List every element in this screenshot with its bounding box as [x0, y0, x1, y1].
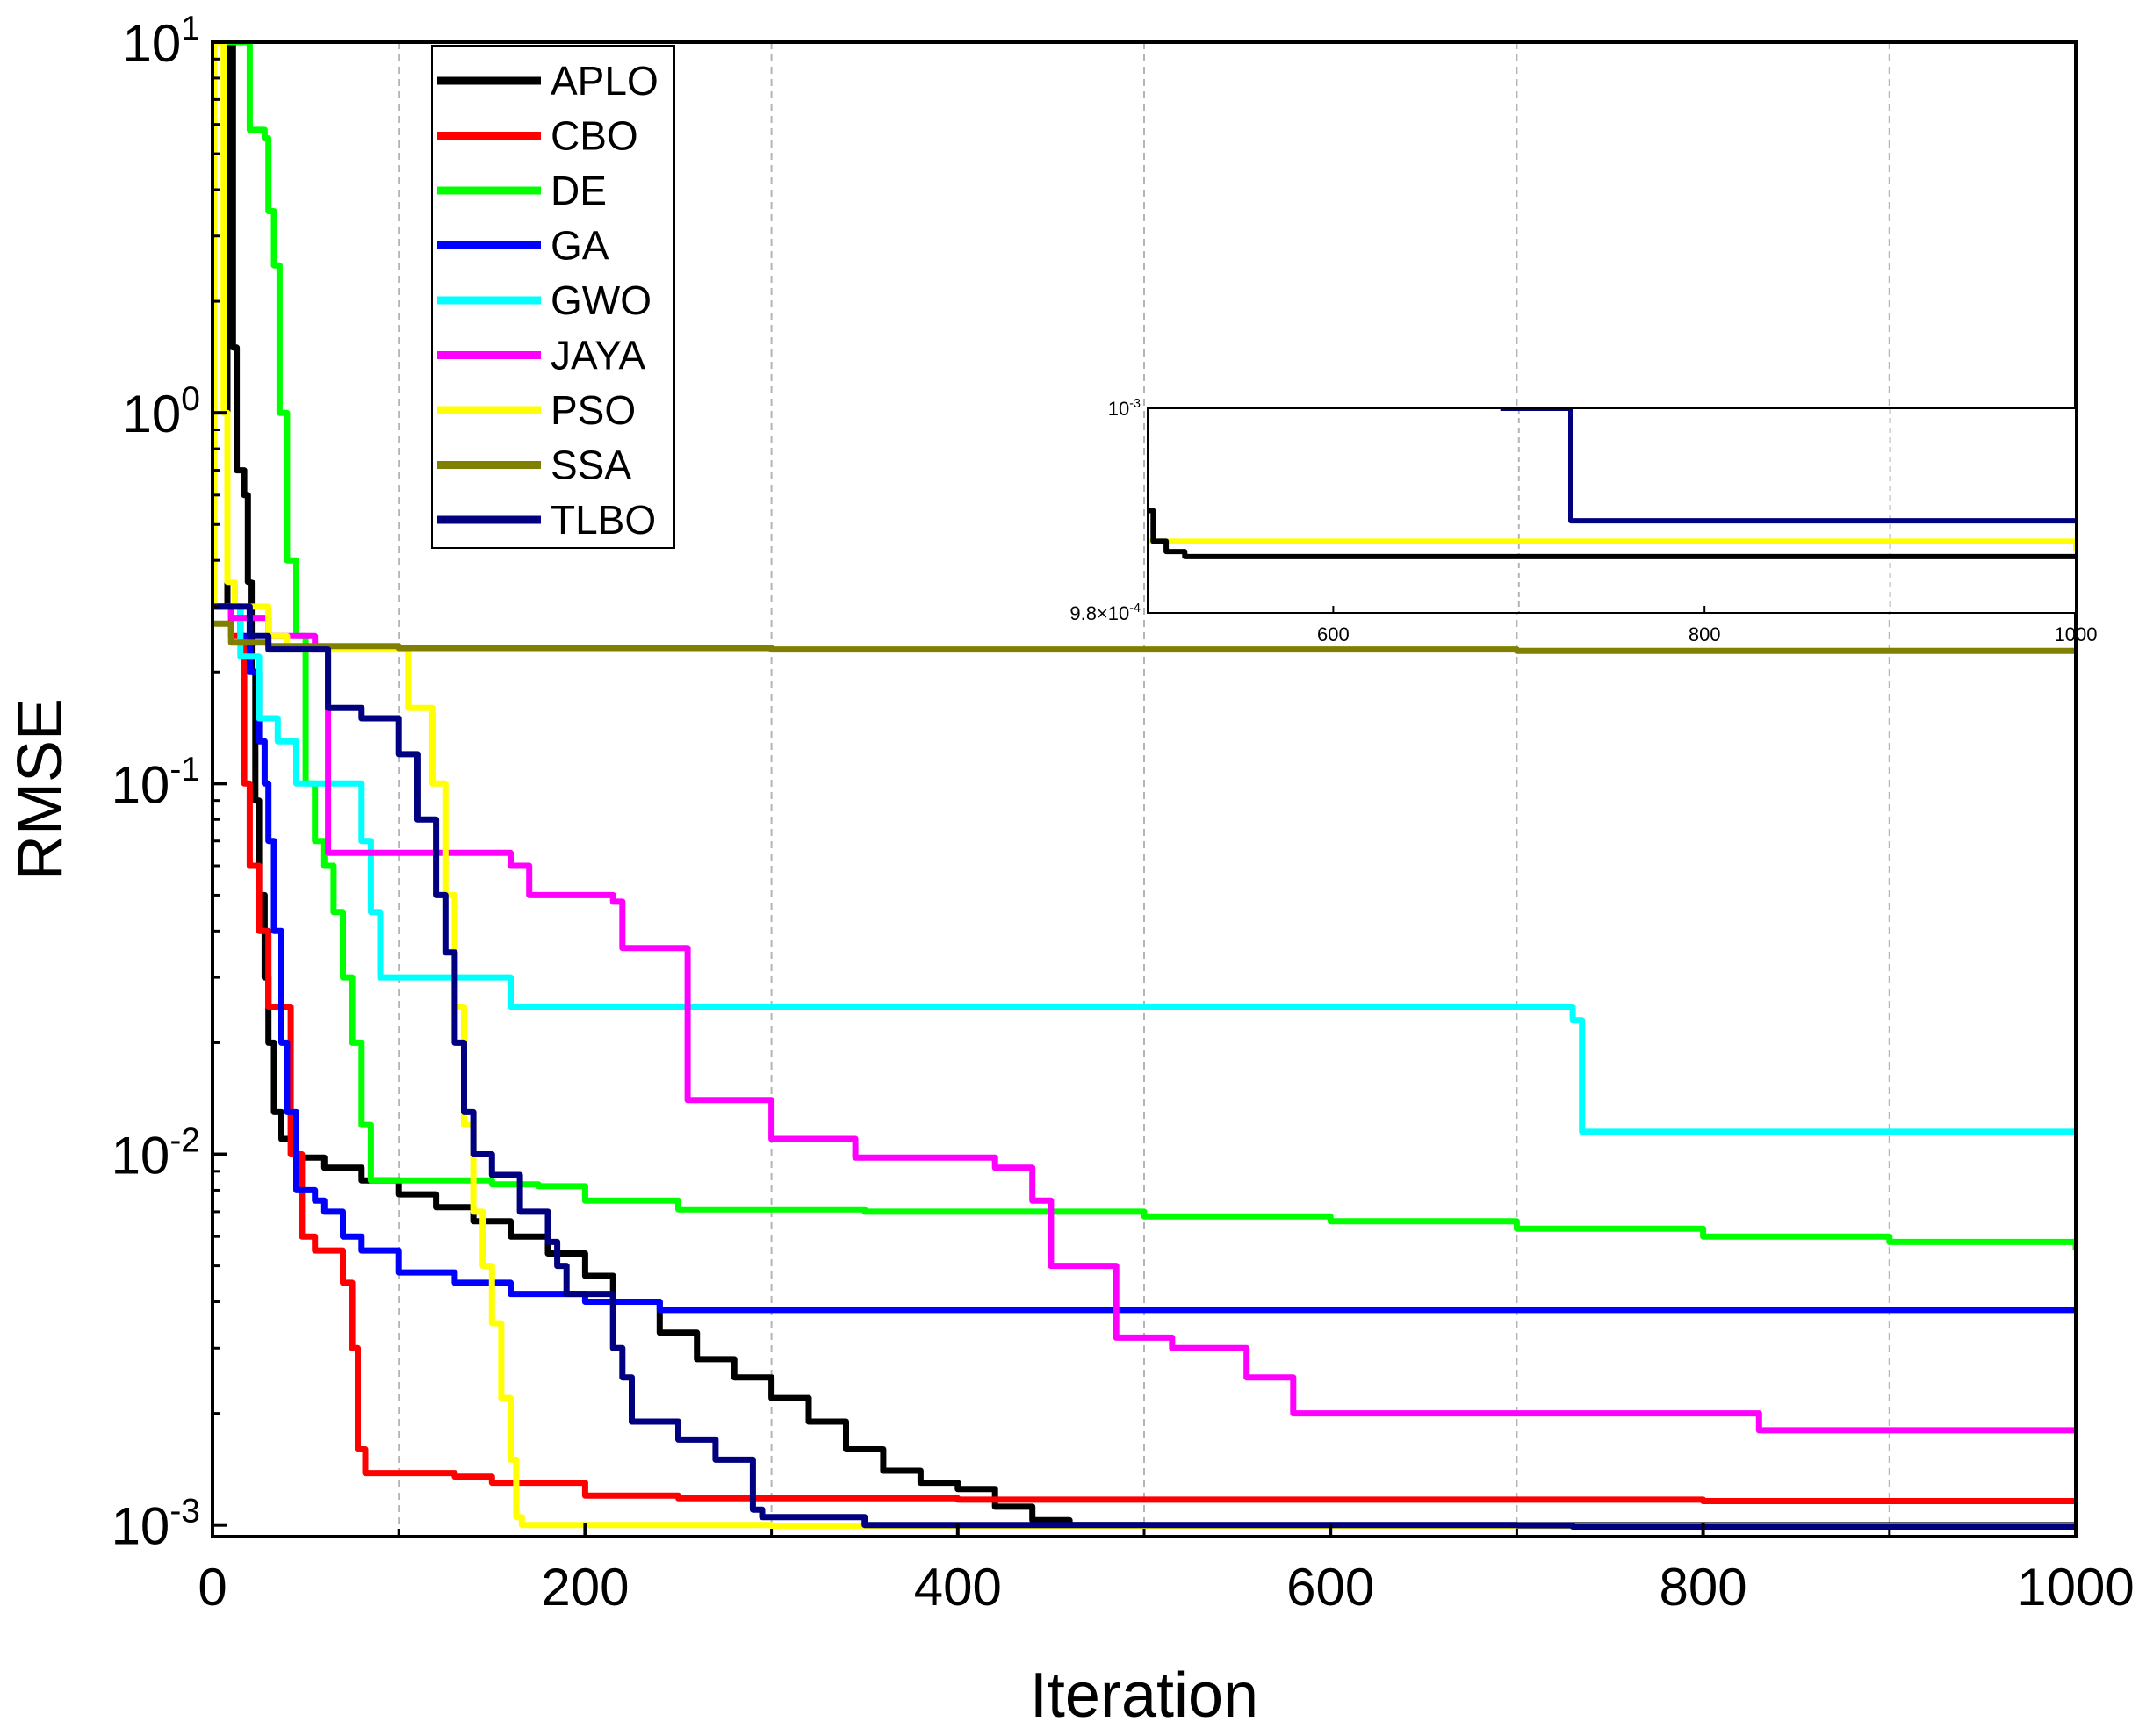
y-tick-label: 10-1	[112, 751, 200, 814]
inset-series-line-tlbo	[1500, 408, 2076, 524]
legend-label-aplo: APLO	[551, 58, 659, 104]
series-line-ssa	[212, 620, 2076, 654]
inset-zoom-chart: 600 800 1000 10-3 9.8×10-4	[1069, 397, 2097, 645]
legend-label-tlbo: TLBO	[551, 497, 656, 543]
inset-x-tick-label: 1000	[2055, 623, 2098, 645]
legend: APLO CBO DE GA GWO JAYA PSO SSA TLBO	[431, 45, 675, 549]
series-lines	[212, 42, 2076, 1530]
series-line-jaya	[212, 603, 2076, 1434]
x-tick-label: 600	[1286, 1558, 1374, 1617]
legend-label-ssa: SSA	[551, 443, 631, 488]
axes: 0 200 400 600 800 1000 101 100 10-1 10-2 10-3	[112, 10, 2135, 1617]
x-tick-label: 800	[1660, 1558, 1747, 1617]
series-line-cbo	[212, 603, 2076, 1504]
legend-label-ga: GA	[551, 223, 609, 269]
x-axis-title: Iteration	[1030, 1660, 1258, 1731]
inset-background	[1148, 408, 2076, 613]
inset-y-tick-label: 10-3	[1108, 397, 1141, 420]
y-tick-label: 10-2	[112, 1121, 200, 1185]
inset-frame	[1147, 407, 2077, 614]
inset-x-tick-label: 800	[1689, 623, 1721, 645]
series-line-ga	[212, 603, 2076, 1314]
series-line-tlbo	[212, 603, 2076, 1530]
inset-series-group	[1148, 408, 2076, 559]
legend-label-cbo: CBO	[551, 113, 638, 159]
series-clip-group	[212, 42, 2076, 1530]
y-tick-label: 101	[123, 10, 200, 73]
inset-series-line-aplo	[1148, 508, 2076, 559]
y-tick-label: 10-3	[112, 1492, 200, 1555]
x-tick-label: 400	[914, 1558, 1002, 1617]
x-tick-label: 200	[541, 1558, 629, 1617]
legend-label-pso: PSO	[551, 387, 636, 433]
legend-label-de: DE	[551, 168, 607, 213]
inset-x-tick-label: 600	[1317, 623, 1350, 645]
y-axis-title: RMSE	[5, 698, 76, 881]
x-tick-label: 1000	[2017, 1558, 2134, 1617]
grid-lines	[398, 42, 1890, 1537]
inset-series-line-pso	[1148, 538, 2076, 552]
inset-y-tick-label: 9.8×10-4	[1069, 601, 1141, 624]
series-line-gwo	[212, 603, 2076, 1135]
legend-label-jaya: JAYA	[551, 333, 646, 378]
legend-label-gwo: GWO	[551, 277, 652, 323]
series-line-de	[212, 42, 2076, 1251]
y-tick-label: 100	[123, 380, 200, 443]
x-tick-label: 0	[198, 1558, 227, 1617]
